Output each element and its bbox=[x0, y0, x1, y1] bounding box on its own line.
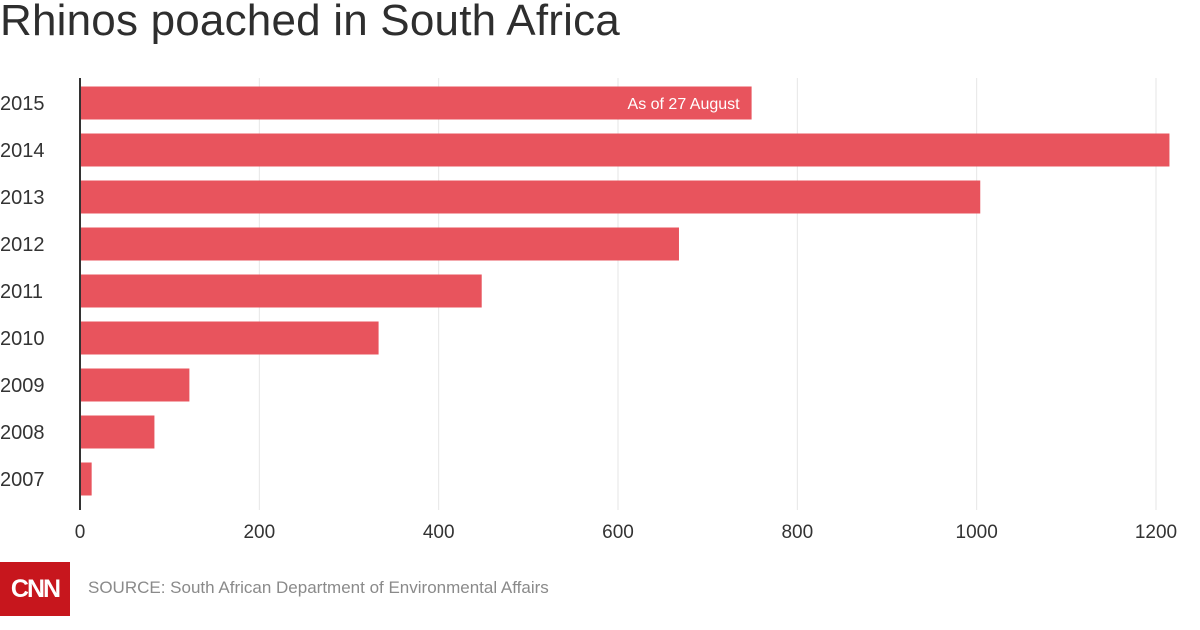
category-label-2015: 2015 bbox=[0, 93, 45, 115]
cnn-logo: CNN bbox=[0, 562, 70, 616]
category-label-2013: 2013 bbox=[0, 187, 45, 209]
x-tick-label-600: 600 bbox=[602, 522, 634, 543]
annotation-2015: As of 27 August bbox=[628, 96, 741, 113]
category-label-2008: 2008 bbox=[0, 422, 45, 444]
x-tick-label-400: 400 bbox=[423, 522, 455, 543]
bar-2010 bbox=[80, 321, 379, 355]
bar-chart: As of 27 August 2015 2014 2013 2012 2011 2010… bbox=[0, 78, 1177, 543]
category-label-2009: 2009 bbox=[0, 375, 45, 397]
category-label-2010: 2010 bbox=[0, 328, 45, 350]
bar-2015 bbox=[80, 86, 752, 120]
cnn-logo-text: CNN bbox=[10, 574, 61, 603]
bar-2012 bbox=[80, 227, 679, 261]
category-label-2012: 2012 bbox=[0, 234, 45, 256]
category-labels: 2015 2014 2013 2012 2011 2010 2009 2008 2007 bbox=[0, 93, 45, 491]
category-label-2007: 2007 bbox=[0, 469, 45, 491]
chart-title: Rhinos poached in South Africa bbox=[0, 0, 620, 45]
category-label-2011: 2011 bbox=[0, 281, 43, 303]
annotations: As of 27 August bbox=[628, 96, 741, 113]
bar-2009 bbox=[80, 368, 190, 402]
bars bbox=[80, 86, 1170, 496]
x-tick-label-1000: 1000 bbox=[956, 522, 998, 543]
x-tick-labels: 0 200 400 600 800 1000 1200 bbox=[75, 522, 1177, 543]
bar-2008 bbox=[80, 415, 155, 449]
x-tick-label-800: 800 bbox=[781, 522, 813, 543]
x-tick-label-1200: 1200 bbox=[1135, 522, 1177, 543]
bar-2011 bbox=[80, 274, 482, 308]
bar-2007 bbox=[80, 462, 92, 496]
bar-2013 bbox=[80, 180, 981, 214]
x-tick-label-200: 200 bbox=[243, 522, 275, 543]
bar-2014 bbox=[80, 133, 1170, 167]
x-tick-label-0: 0 bbox=[75, 522, 86, 543]
source-note: SOURCE: South African Department of Envi… bbox=[88, 578, 549, 597]
category-label-2014: 2014 bbox=[0, 140, 45, 162]
